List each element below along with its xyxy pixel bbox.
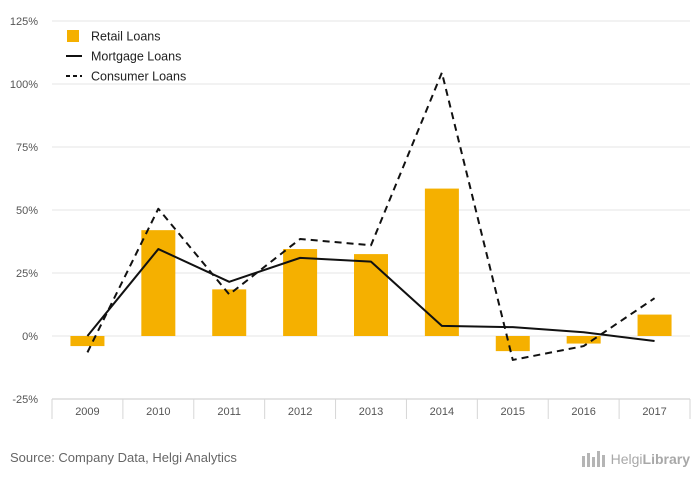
x-tick-label: 2015	[501, 406, 525, 418]
bar-retail-loans	[566, 336, 601, 344]
x-axis-labels: 2009 2010 2011 2012 2013 2014 2015 2016 2017	[75, 406, 667, 418]
bar-retail-loans	[354, 254, 388, 336]
source-note: Source: Company Data, Helgi Analytics	[10, 450, 237, 465]
building-icon	[581, 451, 605, 467]
y-tick-label: 50%	[16, 205, 38, 217]
y-tick-label: 100%	[10, 79, 38, 91]
y-tick-label: 75%	[16, 142, 38, 154]
x-tick-label: 2011	[217, 406, 241, 418]
legend-label-mortgage-loans: Mortgage Loans	[91, 50, 181, 64]
legend-swatch-retail-loans	[67, 30, 79, 42]
x-tick-label: 2017	[642, 406, 666, 418]
lines	[86, 71, 656, 361]
bar-retail-loans	[70, 336, 105, 347]
legend-label-retail-loans: Retail Loans	[91, 30, 161, 44]
bar-retail-loans	[495, 336, 530, 352]
y-tick-label: 25%	[16, 268, 38, 280]
x-tick-label: 2012	[288, 406, 312, 418]
y-tick-label: -25%	[12, 394, 38, 406]
x-tick-label: 2009	[75, 406, 99, 418]
x-tick-label: 2013	[359, 406, 383, 418]
y-axis-labels: -25% 0% 25% 50% 75% 100% 125%	[10, 16, 38, 406]
bars-retail-loans	[70, 188, 672, 352]
brand-text-bold: Library	[642, 451, 690, 467]
legend-label-consumer-loans: Consumer Loans	[91, 70, 186, 84]
bar-retail-loans	[424, 188, 459, 336]
line-mortgage-loans	[86, 248, 655, 343]
legend: Retail Loans Mortgage Loans Consumer Loans	[66, 30, 186, 84]
bar-retail-loans	[212, 289, 247, 336]
bar-retail-loans	[637, 314, 672, 336]
y-tick-label: 125%	[10, 16, 38, 28]
brand-logo: Helgi Library	[581, 450, 690, 468]
x-tick-label: 2014	[430, 406, 454, 418]
x-axis	[51, 398, 691, 419]
chart: -25% 0% 25% 50% 75% 100% 125% 2009 2010 2011 2012…	[10, 16, 691, 419]
line-consumer-loans	[86, 71, 656, 361]
bar-retail-loans	[141, 230, 176, 336]
x-tick-label: 2010	[146, 406, 170, 418]
x-tick-label: 2016	[571, 406, 595, 418]
brand-text-regular: Helgi	[610, 451, 643, 467]
y-tick-label: 0%	[22, 331, 38, 343]
bar-retail-loans	[283, 249, 318, 336]
